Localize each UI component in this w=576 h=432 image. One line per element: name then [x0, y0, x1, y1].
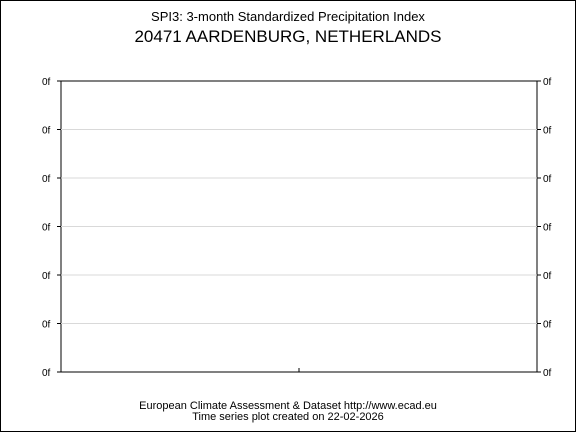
- y-tick-label-left: 0f: [42, 77, 51, 88]
- y-tick-label-left: 0f: [42, 223, 51, 234]
- y-tick-label-right: 0f: [543, 223, 552, 234]
- y-tick-label-right: 0f: [543, 271, 552, 282]
- tick-marks: [57, 80, 541, 373]
- y-tick-label-left: 0f: [42, 271, 51, 282]
- y-tick-label-left: 0f: [42, 320, 51, 331]
- y-tick-label-right: 0f: [543, 77, 552, 88]
- y-tick-label-left: 0f: [42, 126, 51, 137]
- chart-subtitle: 20471 AARDENBURG, NETHERLANDS: [134, 27, 442, 46]
- footer-source: European Climate Assessment & Dataset ht…: [139, 400, 437, 412]
- y-tick-label-left: 0f: [42, 174, 51, 185]
- chart-title: SPI3: 3-month Standardized Precipitation…: [151, 9, 425, 24]
- grid-lines: [61, 129, 537, 324]
- y-tick-label-right: 0f: [543, 368, 552, 379]
- left-tick-labels: 0f 0f 0f 0f 0f 0f 0f: [42, 77, 51, 379]
- y-tick-label-right: 0f: [543, 320, 552, 331]
- y-tick-label-left: 0f: [42, 368, 51, 379]
- y-tick-label-right: 0f: [543, 126, 552, 137]
- footer-created: Time series plot created on 22-02-2026: [192, 411, 384, 423]
- right-tick-labels: 0f 0f 0f 0f 0f 0f 0f: [543, 77, 552, 379]
- y-tick-label-right: 0f: [543, 174, 552, 185]
